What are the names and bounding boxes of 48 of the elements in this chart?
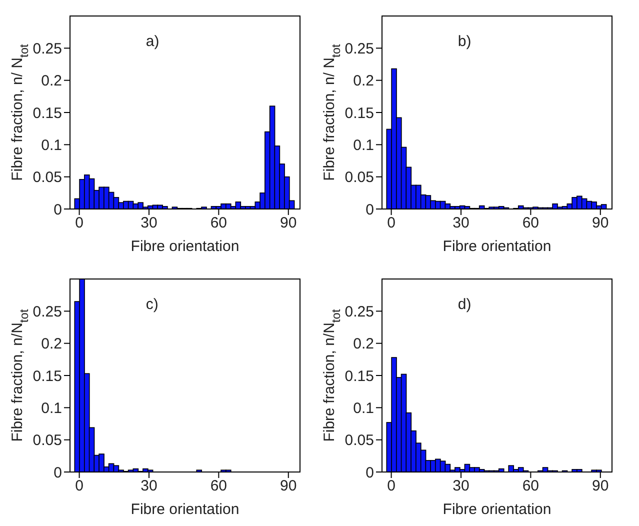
y-tick-label: 0.05 (344, 432, 374, 450)
x-tick-label: 90 (592, 478, 609, 495)
y-tick-label: 0.25 (32, 40, 62, 58)
y-tick-label: 0.15 (344, 104, 374, 122)
y-tick-label: 0 (366, 201, 374, 218)
x-axis-title: Fibre orientation (130, 501, 240, 518)
y-tick-label: 0.25 (32, 303, 62, 320)
x-tick-label: 30 (452, 214, 470, 232)
x-axis-title: Fibre orientation (130, 238, 240, 255)
y-tick-label: 0.1 (41, 136, 62, 154)
x-tick-label: 90 (280, 214, 297, 232)
y-tick-label: 0.1 (41, 400, 62, 417)
x-tick-label: 90 (280, 478, 297, 495)
annotation: d) (458, 296, 472, 313)
y-tick-label: 0 (54, 201, 62, 218)
x-tick-label: 60 (210, 214, 228, 232)
y-tick-label: 0.05 (32, 432, 62, 450)
y-tick-label: 0.25 (344, 303, 374, 320)
x-axis-title: Fibre orientation (442, 501, 552, 518)
y-tick-label: 0 (366, 464, 374, 482)
y-tick-label: 0.25 (344, 40, 374, 58)
y-tick-label: 0.05 (32, 169, 62, 186)
y-tick-label: 0 (54, 464, 62, 482)
x-tick-label: 0 (387, 478, 396, 495)
x-tick-label: 0 (75, 478, 84, 495)
y-tick-label: 0.2 (41, 336, 62, 353)
y-tick-label: 0.2 (41, 72, 62, 90)
annotation: c) (146, 296, 158, 313)
y-tick-label: 0.15 (32, 104, 62, 122)
y-tick-label: 0.2 (353, 72, 374, 90)
y-tick-label: 0.1 (353, 136, 374, 154)
x-tick-label: 0 (387, 214, 396, 232)
x-tick-label: 30 (140, 478, 158, 495)
x-tick-label: 90 (592, 214, 609, 232)
x-tick-label: 60 (522, 478, 540, 495)
x-axis-title: Fibre orientation (442, 238, 552, 255)
x-tick-label: 60 (522, 214, 540, 232)
y-tick-label: 0.15 (32, 368, 62, 385)
y-tick-label: 0.15 (344, 368, 374, 385)
x-tick-label: 30 (452, 478, 470, 495)
x-tick-label: 0 (75, 214, 84, 232)
annotation: a) (146, 33, 160, 50)
y-tick-label: 0.1 (353, 400, 374, 417)
y-tick-label: 0.05 (344, 169, 374, 186)
x-tick-label: 60 (210, 478, 228, 495)
y-tick-label: 0.2 (353, 336, 374, 353)
annotation: b) (458, 33, 472, 50)
x-tick-label: 30 (140, 214, 158, 232)
